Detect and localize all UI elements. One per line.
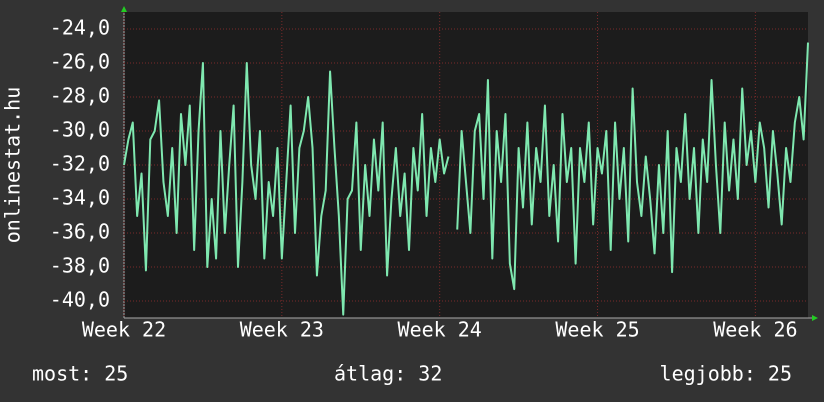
axis-arrow	[812, 315, 818, 321]
y-tick-label: -32,0	[50, 152, 110, 176]
y-tick-label: -34,0	[50, 186, 110, 210]
x-tick-label: Week 25	[555, 318, 639, 342]
x-tick-label: Week 23	[240, 318, 324, 342]
footer-best: legjobb: 25	[660, 362, 792, 386]
x-tick-label: Week 24	[398, 318, 482, 342]
y-tick-label: -28,0	[50, 84, 110, 108]
y-tick-label: -26,0	[50, 50, 110, 74]
y-axis-label: onlinestat.hu	[1, 87, 25, 244]
y-tick-label: -38,0	[50, 254, 110, 278]
footer-average: átlag: 32	[334, 362, 442, 386]
y-tick-label: -24,0	[50, 16, 110, 40]
y-tick-label: -40,0	[50, 288, 110, 312]
x-tick-label: Week 26	[713, 318, 797, 342]
x-tick-label: Week 22	[82, 318, 166, 342]
footer-current: most: 25	[32, 362, 128, 386]
data-line	[123, 42, 809, 316]
axis-arrow	[121, 6, 127, 12]
y-tick-label: -36,0	[50, 220, 110, 244]
y-tick-label: -30,0	[50, 118, 110, 142]
